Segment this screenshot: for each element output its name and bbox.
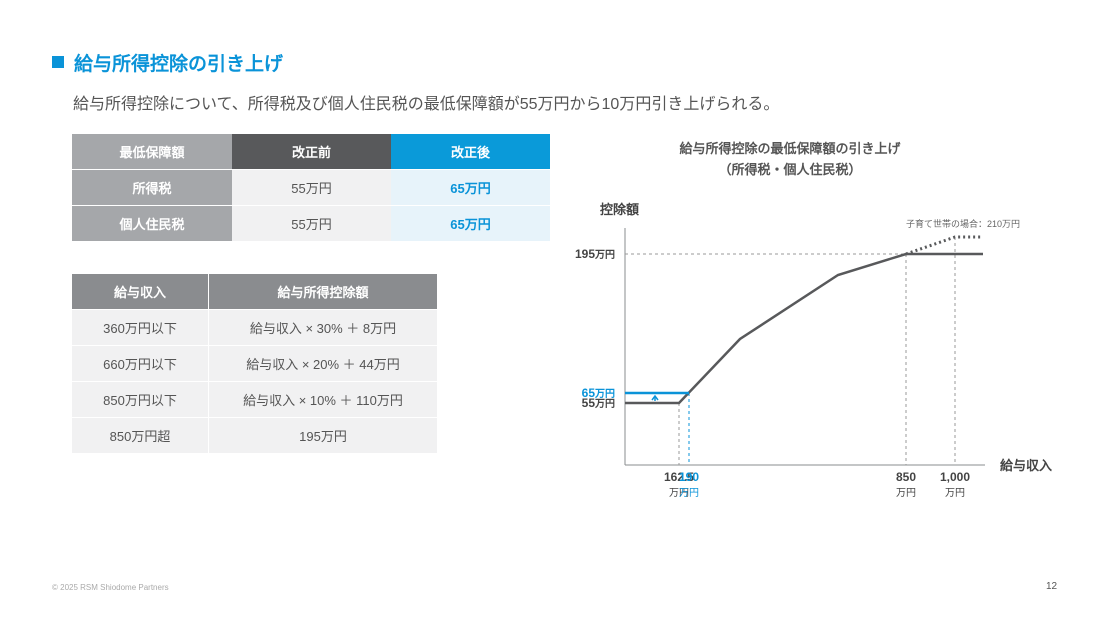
arrow-up-icon — [651, 394, 659, 401]
x-tick-unit: 万円 — [679, 488, 699, 499]
table-row: 660万円以下 給与収入 × 20% ＋ 44万円 — [72, 345, 437, 382]
table-cell: 850万円以下 — [72, 381, 209, 418]
table-cell: 195万円 — [208, 417, 437, 453]
y-axis-label: 控除額 — [600, 202, 639, 217]
table-row: 個人住民税 55万円 65万円 — [72, 205, 550, 242]
chart-title: 給与所得控除の最低保障額の引き上げ — [679, 141, 901, 156]
table-cell: 65万円 — [391, 205, 550, 242]
x-tick-unit: 万円 — [896, 488, 916, 499]
page-title: 給与所得控除の引き上げ — [52, 50, 284, 75]
y-tick-label: 65万円 — [582, 386, 615, 400]
y-tick-label: 55万円 — [582, 396, 615, 410]
table-header-cell: 給与収入 — [72, 274, 209, 310]
table-header-cell: 給与所得控除額 — [208, 274, 437, 310]
table-cell: 660万円以下 — [72, 345, 209, 382]
series-line-0 — [625, 252, 983, 405]
table-header-cell: 改正後 — [391, 134, 550, 170]
table-cell: 55万円 — [232, 205, 391, 242]
x-tick-label: 850 — [896, 470, 916, 484]
table-cell: 55万円 — [232, 169, 391, 206]
deduction-formula-table: 給与収入 給与所得控除額 360万円以下 給与収入 × 30% ＋ 8万円 66… — [72, 274, 437, 453]
table-cell: 個人住民税 — [72, 205, 232, 242]
table-cell: 65万円 — [391, 169, 550, 206]
chart-subtitle: （所得税・個人住民税） — [718, 162, 862, 177]
chart-title-block: 給与所得控除の最低保障額の引き上げ （所得税・個人住民税） — [640, 138, 940, 180]
x-tick-unit: 万円 — [945, 488, 965, 499]
table-header-cell: 最低保障額 — [72, 134, 232, 170]
table-cell: 給与収入 × 30% ＋ 8万円 — [208, 309, 437, 346]
table-header-cell: 改正前 — [232, 134, 391, 170]
copyright: © 2025 RSM Shiodome Partners — [52, 583, 169, 592]
x-tick-unit: 万円 — [669, 488, 689, 499]
x-tick-label: 1,000 — [940, 470, 970, 484]
table-row: 850万円超 195万円 — [72, 417, 437, 453]
table-cell: 給与収入 × 10% ＋ 110万円 — [208, 381, 437, 418]
page-title-text: 給与所得控除の引き上げ — [74, 53, 284, 75]
series-line-2 — [905, 235, 983, 256]
x-tick-label: 162.5 — [664, 470, 694, 484]
table-cell: 所得税 — [72, 169, 232, 206]
child-household-annotation: 子育て世帯の場合：210万円 — [906, 218, 1020, 229]
title-square-icon — [52, 56, 64, 68]
minimum-guarantee-table: 最低保障額 改正前 改正後 所得税 55万円 65万円 個人住民税 55万円 6… — [72, 134, 550, 242]
table-header-row: 給与収入 給与所得控除額 — [72, 274, 437, 310]
x-axis-label: 給与収入 — [1000, 458, 1052, 473]
x-tick-label: 190 — [679, 470, 699, 484]
page-number: 12 — [1046, 581, 1058, 592]
page-subtitle: 給与所得控除について、所得税及び個人住民税の最低保障額が55万円から10万円引き… — [73, 96, 780, 113]
table-row: 所得税 55万円 65万円 — [72, 169, 550, 206]
table-row: 850万円以下 給与収入 × 10% ＋ 110万円 — [72, 381, 437, 418]
y-tick-label: 195万円 — [575, 247, 615, 261]
table-cell: 給与収入 × 20% ＋ 44万円 — [208, 345, 437, 382]
table-cell: 360万円以下 — [72, 309, 209, 346]
table-header-row: 最低保障額 改正前 改正後 — [72, 134, 550, 170]
table-row: 360万円以下 給与収入 × 30% ＋ 8万円 — [72, 309, 437, 346]
table-cell: 850万円超 — [72, 417, 209, 453]
